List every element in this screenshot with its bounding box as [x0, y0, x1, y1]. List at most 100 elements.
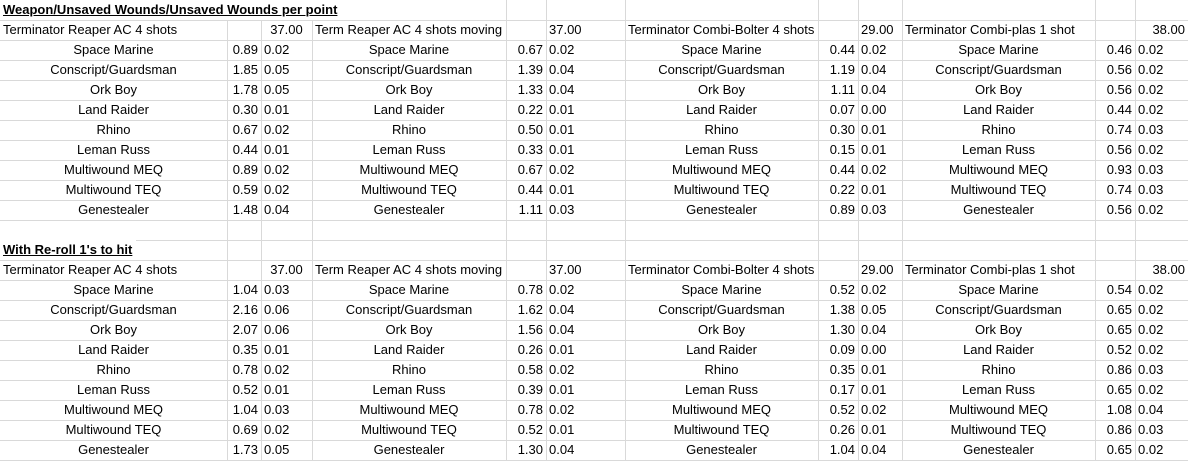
wounds-per-point-value: 0.01	[861, 362, 887, 377]
target-name: Conscript/Guardsman	[345, 62, 473, 77]
weapon-cost: 37.00	[270, 22, 303, 37]
unsaved-wounds-value: 0.52	[1106, 342, 1132, 357]
unsaved-wounds-value: 1.38	[829, 302, 855, 317]
target-name: Leman Russ	[962, 142, 1035, 157]
wounds-per-point-value: 0.01	[549, 382, 575, 397]
wounds-per-point-value: 0.04	[549, 82, 575, 97]
unsaved-wounds-value: 1.62	[517, 302, 543, 317]
unsaved-wounds-value: 0.78	[517, 402, 543, 417]
target-name: Space Marine	[681, 42, 762, 57]
unsaved-wounds-value: 1.30	[517, 442, 543, 457]
unsaved-wounds-value: 0.58	[517, 362, 543, 377]
target-name: Conscript/Guardsman	[935, 62, 1062, 77]
wounds-per-point-value: 0.03	[1138, 162, 1164, 177]
unsaved-wounds-value: 0.44	[829, 42, 855, 57]
column-gridline	[858, 0, 859, 461]
unsaved-wounds-value: 0.59	[232, 182, 258, 197]
weapon-name: Term Reaper AC 4 shots moving	[315, 262, 503, 277]
unsaved-wounds-value: 0.52	[517, 422, 543, 437]
unsaved-wounds-value: 0.17	[829, 382, 855, 397]
row-gridline	[0, 240, 1188, 241]
wounds-per-point-value: 0.06	[264, 302, 290, 317]
unsaved-wounds-value: 0.74	[1106, 122, 1132, 137]
unsaved-wounds-value: 0.78	[232, 362, 258, 377]
target-name: Land Raider	[686, 342, 757, 357]
unsaved-wounds-value: 0.30	[232, 102, 258, 117]
wounds-per-point-value: 0.05	[264, 82, 290, 97]
target-name: Rhino	[96, 122, 131, 137]
section-heading: Weapon/Unsaved Wounds/Unsaved Wounds per…	[0, 0, 342, 20]
unsaved-wounds-value: 1.19	[829, 62, 855, 77]
row-gridline	[0, 80, 1188, 81]
unsaved-wounds-value: 1.33	[517, 82, 543, 97]
target-name: Rhino	[392, 122, 426, 137]
unsaved-wounds-value: 0.74	[1106, 182, 1132, 197]
target-name: Ork Boy	[385, 82, 433, 97]
wounds-per-point-value: 0.01	[264, 102, 290, 117]
unsaved-wounds-value: 0.46	[1106, 42, 1132, 57]
unsaved-wounds-value: 0.15	[829, 142, 855, 157]
weapon-name: Term Reaper AC 4 shots moving	[315, 22, 503, 37]
unsaved-wounds-value: 0.52	[829, 282, 855, 297]
target-name: Land Raider	[78, 342, 149, 357]
wounds-per-point-value: 0.02	[264, 182, 290, 197]
target-name: Genestealer	[78, 442, 149, 457]
wounds-per-point-value: 0.04	[549, 302, 575, 317]
weapon-cost: 29.00	[861, 262, 894, 277]
wounds-per-point-value: 0.02	[1138, 82, 1164, 97]
unsaved-wounds-value: 0.56	[1106, 202, 1132, 217]
wounds-per-point-value: 0.02	[264, 422, 290, 437]
target-name: Rhino	[981, 362, 1016, 377]
row-gridline	[0, 120, 1188, 121]
weapon-cost: 37.00	[549, 262, 582, 277]
unsaved-wounds-value: 1.04	[829, 442, 855, 457]
target-name: Rhino	[392, 362, 426, 377]
target-name: Multiwound MEQ	[672, 162, 771, 177]
unsaved-wounds-value: 0.65	[1106, 302, 1132, 317]
wounds-per-point-value: 0.02	[1138, 282, 1164, 297]
target-name: Genestealer	[78, 202, 149, 217]
target-name: Conscript/Guardsman	[50, 62, 177, 77]
row-gridline	[0, 420, 1188, 421]
unsaved-wounds-value: 1.56	[517, 322, 543, 337]
target-name: Land Raider	[78, 102, 149, 117]
weapon-name: Terminator Reaper AC 4 shots	[3, 22, 178, 37]
unsaved-wounds-value: 0.52	[232, 382, 258, 397]
target-name: Genestealer	[373, 202, 445, 217]
target-name: Leman Russ	[372, 142, 446, 157]
target-name: Multiwound MEQ	[64, 402, 163, 417]
row-gridline	[0, 180, 1188, 181]
row-gridline	[0, 380, 1188, 381]
wounds-per-point-value: 0.02	[861, 42, 887, 57]
target-name: Land Raider	[373, 342, 445, 357]
target-name: Space Marine	[368, 282, 450, 297]
wounds-per-point-value: 0.01	[861, 382, 887, 397]
wounds-per-point-value: 0.02	[264, 42, 290, 57]
target-name: Multiwound MEQ	[359, 162, 459, 177]
target-name: Rhino	[704, 362, 739, 377]
row-gridline	[0, 280, 1188, 281]
wounds-per-point-value: 0.03	[1138, 362, 1164, 377]
target-name: Multiwound TEQ	[950, 182, 1047, 197]
weapon-name: Terminator Reaper AC 4 shots	[3, 262, 178, 277]
wounds-per-point-value: 0.06	[264, 322, 290, 337]
unsaved-wounds-value: 0.67	[232, 122, 258, 137]
wounds-per-point-value: 0.01	[549, 342, 575, 357]
unsaved-wounds-value: 1.04	[232, 282, 258, 297]
wounds-per-point-value: 0.02	[264, 162, 290, 177]
column-gridline	[546, 0, 547, 461]
target-name: Ork Boy	[385, 322, 433, 337]
unsaved-wounds-value: 1.04	[232, 402, 258, 417]
target-name: Multiwound TEQ	[361, 422, 457, 437]
unsaved-wounds-value: 0.54	[1106, 282, 1132, 297]
target-name: Multiwound TEQ	[65, 422, 162, 437]
wounds-per-point-value: 0.01	[549, 122, 575, 137]
wounds-per-point-value: 0.01	[549, 182, 575, 197]
wounds-per-point-value: 0.01	[861, 422, 887, 437]
row-gridline	[0, 260, 1188, 261]
wounds-per-point-value: 0.02	[549, 362, 575, 377]
target-name: Multiwound MEQ	[64, 162, 163, 177]
wounds-per-point-value: 0.02	[1138, 142, 1164, 157]
wounds-per-point-value: 0.05	[264, 442, 290, 457]
wounds-per-point-value: 0.01	[861, 142, 887, 157]
